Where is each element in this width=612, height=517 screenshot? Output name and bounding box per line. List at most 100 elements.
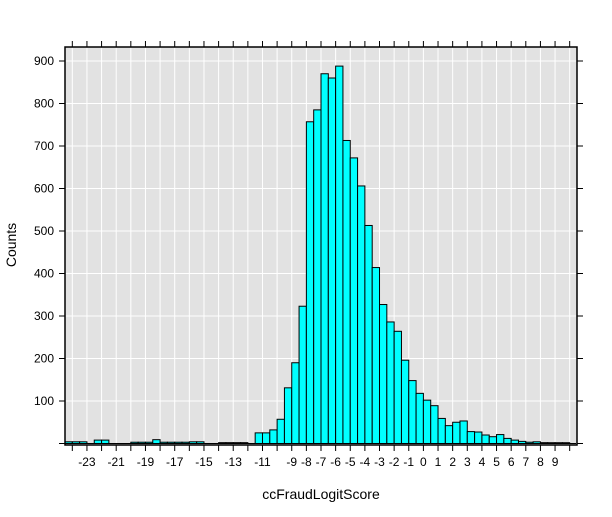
histogram-bar <box>561 442 571 445</box>
x-tick-label: -13 <box>225 455 243 469</box>
histogram-bar <box>444 425 454 444</box>
histogram-bar <box>422 399 432 444</box>
y-axis-title: Counts <box>3 223 19 267</box>
x-tick-label: -8 <box>301 455 312 469</box>
histogram-bar <box>386 321 395 445</box>
y-tick-label: 700 <box>34 139 54 153</box>
x-tick-label: -5 <box>345 455 356 469</box>
histogram-bar <box>488 436 498 445</box>
histogram-bar <box>225 442 234 444</box>
histogram-bar <box>525 441 534 445</box>
histogram-bar <box>342 139 351 444</box>
histogram-bar <box>430 405 439 444</box>
histogram-bar <box>320 73 329 444</box>
histogram-bar <box>276 418 285 444</box>
histogram-bar <box>510 439 519 445</box>
y-tick-label: 900 <box>34 54 54 68</box>
histogram-bar <box>144 441 154 445</box>
x-tick-label: -15 <box>195 455 213 469</box>
y-tick-label: 200 <box>34 352 54 366</box>
histogram-bar <box>298 305 307 444</box>
x-tick-label: -4 <box>360 455 371 469</box>
histogram-bar <box>357 185 366 444</box>
histogram-bar <box>496 434 505 445</box>
histogram-bar <box>517 440 527 444</box>
x-tick-label: -17 <box>166 455 184 469</box>
histogram-bar <box>261 432 271 444</box>
x-tick-label: 8 <box>537 455 544 469</box>
histogram-bar <box>181 441 190 445</box>
x-tick-label: 2 <box>449 455 456 469</box>
histogram-bar <box>240 442 249 444</box>
histogram-bar <box>269 429 278 444</box>
histogram-bar <box>371 267 381 444</box>
bars-layer <box>64 65 576 445</box>
histogram-bar <box>254 432 263 444</box>
histogram-bar <box>71 441 81 444</box>
histogram-bar <box>379 304 388 444</box>
histogram-bar <box>466 431 476 445</box>
histogram-bar <box>452 421 461 444</box>
x-tick-label: -3 <box>374 455 385 469</box>
x-tick-label: 4 <box>479 455 486 469</box>
histogram-bar <box>101 439 110 445</box>
histogram-bar <box>313 109 322 444</box>
x-tick-label: 0 <box>420 455 427 469</box>
x-tick-label: 7 <box>522 455 529 469</box>
histogram-bar <box>400 359 410 445</box>
x-tick-label: 1 <box>435 455 442 469</box>
tick-layer <box>59 41 583 451</box>
histogram-bar <box>137 441 146 445</box>
histogram-bar <box>283 387 293 445</box>
x-tick-label: -11 <box>254 455 271 469</box>
histogram-bar <box>327 77 337 444</box>
histogram-bar <box>459 420 468 445</box>
x-tick-label: -9 <box>286 455 297 469</box>
histogram-bar <box>305 121 315 445</box>
histogram-bar <box>554 442 563 445</box>
x-tick-label: 3 <box>464 455 471 469</box>
x-tick-label: -2 <box>389 455 400 469</box>
histogram-bar <box>218 442 227 444</box>
histogram-bar <box>437 417 446 444</box>
histogram-bar <box>174 441 183 445</box>
histogram-bar <box>196 441 205 444</box>
histogram-bar <box>349 157 359 444</box>
x-tick-label: 6 <box>508 455 515 469</box>
x-tick-label: 9 <box>552 455 559 469</box>
x-tick-label: -23 <box>78 455 96 469</box>
histogram-bar <box>393 330 402 444</box>
y-tick-label: 400 <box>34 267 54 281</box>
histogram-bar <box>93 439 103 445</box>
histogram-bar <box>130 441 139 445</box>
histogram-bar <box>481 434 490 444</box>
histogram-bar <box>364 224 373 444</box>
histogram-bar <box>408 380 417 445</box>
x-tick-label: -21 <box>108 455 126 469</box>
y-tick-label: 500 <box>34 224 54 238</box>
histogram-bar <box>188 441 198 444</box>
histogram-bar <box>474 431 483 444</box>
histogram-bar <box>79 441 88 444</box>
x-axis-title: ccFraudLogitScore <box>262 486 380 502</box>
histogram-bar <box>291 362 300 444</box>
histogram-bar <box>335 65 344 444</box>
histogram-bar <box>64 441 73 444</box>
y-tick-label: 800 <box>34 97 54 111</box>
y-tick-label: 100 <box>34 394 54 408</box>
histogram-bar <box>539 442 549 444</box>
x-tick-label: -7 <box>316 455 327 469</box>
histogram-bar <box>415 392 424 445</box>
x-tick-label: -19 <box>137 455 155 469</box>
tick-label-layer: -23 -21 -19 -17 -15 -13 -11 -9 -8 -7 -6 -5 -4 -3 -2 -1 0… <box>34 54 559 469</box>
histogram-bar <box>503 437 512 444</box>
y-tick-label: 600 <box>34 182 54 196</box>
histogram-bar <box>152 439 161 444</box>
histogram-bar <box>159 441 168 445</box>
histogram-bar <box>166 441 176 445</box>
y-tick-label: 300 <box>34 309 54 323</box>
x-tick-label: -1 <box>403 455 414 469</box>
histogram-bar <box>532 441 541 444</box>
